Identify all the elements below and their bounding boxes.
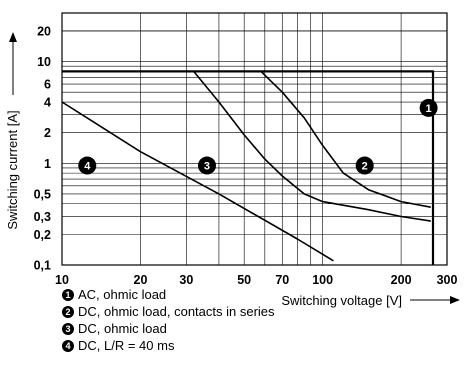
- y-tick-label: 20: [37, 24, 51, 38]
- plot-frame: [61, 12, 448, 266]
- plot-marker-3: [197, 156, 216, 175]
- y-tick-label: 6: [44, 78, 51, 92]
- y-tick-label: 2: [44, 126, 51, 140]
- y-tick-label: 10: [37, 55, 51, 69]
- legend-entry: 4 DC, L/R = 40 ms: [62, 337, 275, 354]
- x-tick-label: 30: [179, 273, 193, 287]
- x-tick-label: 300: [437, 273, 458, 287]
- x-tick-label: 10: [55, 273, 69, 287]
- series-line-3: [193, 70, 431, 222]
- x-tick-label: 20: [134, 273, 148, 287]
- legend: 1 AC, ohmic load 2 DC, ohmic load, contacts…: [62, 286, 275, 354]
- x-tick-label: 70: [275, 273, 289, 287]
- y-axis-arrowhead: [9, 32, 17, 42]
- y-tick-labels: 0,1 0,2 0,3 0,5 1 2 4 6 10 20: [34, 24, 51, 272]
- x-tick-label: 200: [391, 273, 412, 287]
- legend-marker: 4: [62, 339, 74, 352]
- plot-markers: 1 2 3 4: [78, 98, 438, 175]
- y-tick-label: 0,3: [34, 210, 51, 224]
- legend-marker: 2: [62, 305, 74, 318]
- chart: 1 2 3 4 10 20 30 50 70 100 200 300 0,1 0,2 0,3 0,5 1 2 4…: [5, 12, 460, 308]
- x-tick-label: 50: [237, 273, 251, 287]
- plot-marker-label-2: 2: [362, 161, 368, 173]
- plot-marker-4: [78, 156, 97, 175]
- series-line-4: [61, 101, 334, 262]
- legend-entry: 2 DC, ohmic load, contacts in series: [62, 303, 275, 320]
- series-line-2: [260, 70, 431, 208]
- plot-marker-1: [419, 98, 438, 117]
- plot-marker-2: [355, 156, 374, 175]
- legend-label: DC, ohmic load, contacts in series: [78, 304, 275, 319]
- plot-area: [62, 13, 447, 265]
- legend-marker: 1: [62, 288, 74, 301]
- legend-label: DC, ohmic load: [78, 321, 167, 336]
- legend-entry: 3 DC, ohmic load: [62, 320, 275, 337]
- x-tick-label: 100: [312, 273, 333, 287]
- legend-label: DC, L/R = 40 ms: [78, 338, 175, 353]
- x-axis-arrowhead: [450, 296, 460, 304]
- plot-marker-label-3: 3: [204, 161, 210, 173]
- x-axis-label: Switching voltage [V]: [281, 293, 402, 308]
- y-tick-label: 0,5: [34, 187, 51, 201]
- series-layer: [61, 70, 435, 265]
- plot-marker-label-1: 1: [426, 103, 432, 115]
- legend-entry: 1 AC, ohmic load: [62, 286, 275, 303]
- y-tick-label: 0,1: [34, 259, 51, 273]
- y-axis-label: Switching current [A]: [5, 110, 20, 229]
- legend-label: AC, ohmic load: [78, 287, 167, 302]
- legend-marker: 3: [62, 322, 74, 335]
- x-tick-labels: 10 20 30 50 70 100 200 300: [55, 273, 457, 287]
- series-line-1: [62, 70, 435, 265]
- y-tick-label: 0,2: [34, 228, 51, 242]
- plot-marker-label-4: 4: [84, 161, 91, 173]
- y-tick-label: 4: [44, 96, 51, 110]
- y-tick-label: 1: [44, 157, 51, 171]
